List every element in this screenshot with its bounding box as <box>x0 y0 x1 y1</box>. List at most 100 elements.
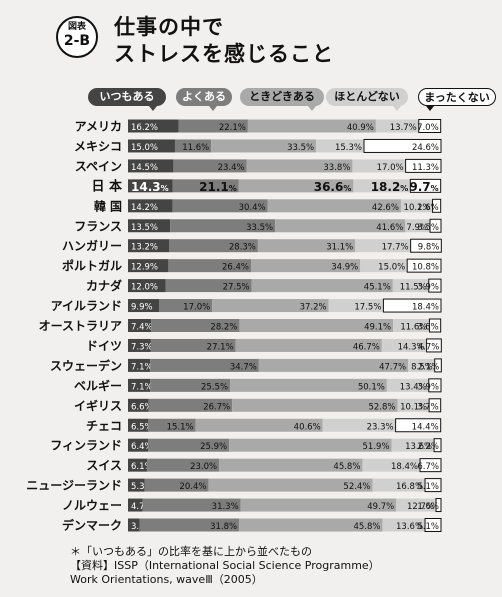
category-label: ベルギー <box>74 378 122 393</box>
data-label: 47.7% <box>379 362 406 372</box>
bar-segment <box>169 239 258 253</box>
bar-segment <box>396 498 436 512</box>
bar-segment <box>432 198 442 213</box>
data-label: 18.4% <box>391 462 418 472</box>
bar-segment <box>381 338 427 352</box>
bar-segment <box>178 119 248 133</box>
bar-segment <box>434 358 442 373</box>
data-label: 7.4% <box>131 323 153 333</box>
bar-segment <box>211 139 317 153</box>
footnote-source: 【資料】ISSP（International Social Science Pr… <box>70 559 380 572</box>
category-label: イギリス <box>74 398 122 413</box>
bar-segment <box>353 179 411 193</box>
bar-segment <box>409 178 442 193</box>
data-label: 22.1% <box>219 123 246 133</box>
data-label: 5.1% <box>417 522 439 532</box>
data-label: 45.1% <box>364 283 391 293</box>
data-label: 3.7% <box>417 402 439 412</box>
bar-segment <box>429 218 442 233</box>
data-label: 33.5% <box>246 223 273 233</box>
data-label: 15.3% <box>335 143 362 153</box>
category-label: アメリカ <box>75 120 122 134</box>
data-label: 27.5% <box>223 283 250 293</box>
data-label: 25.9% <box>200 442 227 452</box>
data-label: 2.6% <box>417 203 439 213</box>
bar-segment <box>410 238 442 253</box>
bar-segment <box>375 119 419 133</box>
data-label: 25.5% <box>201 382 228 392</box>
category-label: ハンガリー <box>62 238 122 253</box>
data-label: 36.6% <box>314 180 352 194</box>
data-label: 2.2% <box>417 442 439 452</box>
bar-segment <box>406 258 442 273</box>
category-label: ポルトガル <box>62 258 122 273</box>
bar-segment <box>165 279 252 293</box>
bar-segment <box>408 358 435 372</box>
data-label: 10.8% <box>412 263 439 273</box>
bar-segment <box>397 398 430 412</box>
data-label: 15.1% <box>167 422 194 432</box>
data-label: 40.9% <box>347 123 374 133</box>
bar-segment <box>372 478 426 492</box>
data-label: 52.4% <box>343 482 370 492</box>
bar-segment <box>235 338 382 352</box>
data-label: 46.7% <box>353 342 380 352</box>
bar-segment <box>391 438 435 452</box>
bar-segment <box>139 518 240 532</box>
bar-segment <box>128 119 179 133</box>
bar-segment <box>418 119 442 133</box>
bar-segment <box>428 378 442 393</box>
data-label: 13.7% <box>390 123 417 133</box>
data-label: 12.9% <box>131 263 158 273</box>
legend-pointer <box>307 106 316 111</box>
bar-segment <box>258 358 409 372</box>
chart-title-line2: ストレスを感じること <box>114 42 334 66</box>
bar-segment <box>240 498 397 512</box>
legend-pointer <box>393 106 402 111</box>
data-label: 11.6% <box>182 143 209 153</box>
category-label: フランス <box>74 219 122 233</box>
bar-segment <box>168 259 252 273</box>
bar-segment <box>316 139 365 153</box>
data-label: 13.6% <box>396 522 423 532</box>
data-label: 13.2% <box>131 243 158 253</box>
bar-segment <box>275 219 406 233</box>
category-label: スペイン <box>75 159 122 173</box>
legend-pointer <box>149 106 158 111</box>
data-label: 33.5% <box>287 143 314 153</box>
data-label: 23.3% <box>367 422 394 432</box>
bar-segment <box>128 179 173 193</box>
data-label: 9.7% <box>409 180 438 194</box>
data-label: 11.5% <box>400 283 427 293</box>
data-label: 45.8% <box>333 462 360 472</box>
bar-segment <box>395 418 442 433</box>
bar-segment <box>150 338 236 352</box>
bar-segment <box>424 478 442 493</box>
bar-segment <box>267 199 401 213</box>
bar-segment <box>405 219 431 233</box>
bar-segment <box>173 159 247 173</box>
bar-segment <box>232 398 398 412</box>
bar-segment <box>144 478 209 492</box>
bar-segment <box>247 119 376 133</box>
bar-segment <box>251 259 361 273</box>
bar-segment <box>128 438 149 452</box>
bar-segment <box>151 319 240 332</box>
bar-segment <box>128 299 159 313</box>
bar-segment <box>158 299 213 313</box>
bar-segment <box>392 279 429 293</box>
bar-segment <box>229 438 392 452</box>
data-label: 3.9% <box>417 382 439 392</box>
bar-segment <box>172 179 239 193</box>
data-label-unit: % <box>400 184 408 193</box>
data-label: 7.1% <box>131 362 153 372</box>
legend-item: ほとんどない <box>326 88 408 106</box>
data-label: 6.5% <box>131 422 153 432</box>
bar-segment <box>428 398 442 413</box>
data-label: 31.1% <box>326 243 353 253</box>
bar-segment <box>128 378 151 392</box>
bar-segment <box>128 498 143 512</box>
bar-segment <box>405 158 442 173</box>
bar-segment <box>322 418 396 432</box>
data-label: 14.5% <box>131 163 158 173</box>
